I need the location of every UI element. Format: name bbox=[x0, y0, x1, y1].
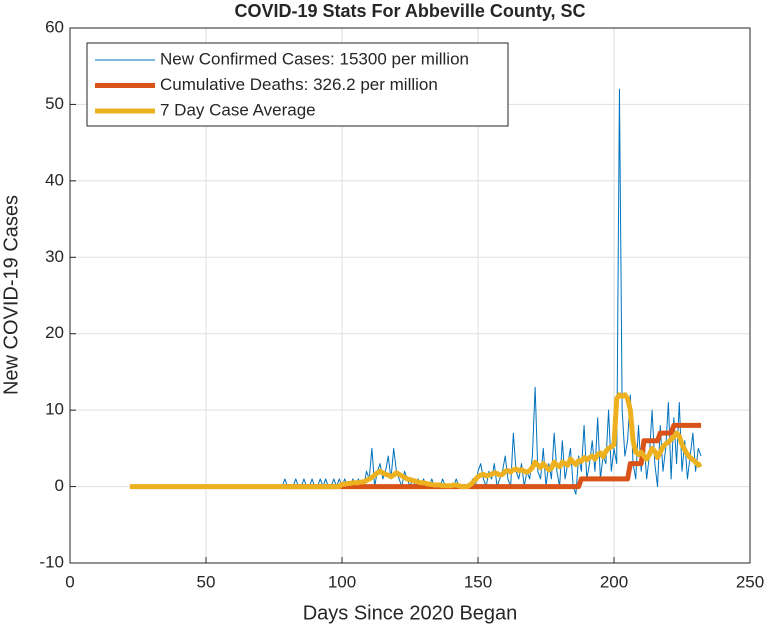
legend-label: New Confirmed Cases: 15300 per million bbox=[160, 49, 469, 68]
y-tick-label: 30 bbox=[45, 247, 64, 266]
y-tick-label: 60 bbox=[45, 17, 64, 36]
y-tick-label: 0 bbox=[55, 476, 64, 495]
y-tick-label: 40 bbox=[45, 170, 64, 189]
y-axis-label: New COVID-19 Cases bbox=[0, 195, 22, 395]
y-tick-label: 50 bbox=[45, 94, 64, 113]
x-tick-label: 50 bbox=[197, 572, 216, 591]
axes-box bbox=[69, 27, 751, 564]
legend-box bbox=[86, 42, 509, 127]
legend-label: 7 Day Case Average bbox=[160, 100, 316, 119]
x-axis-label: Days Since 2020 Began bbox=[303, 602, 518, 624]
x-tick-label: 0 bbox=[65, 572, 74, 591]
x-tick-label: 200 bbox=[600, 572, 628, 591]
chart-title: COVID-19 Stats For Abbeville County, SC bbox=[234, 1, 585, 21]
x-tick-label: 250 bbox=[736, 572, 764, 591]
y-tick-label: -10 bbox=[39, 552, 64, 571]
y-tick-label: 20 bbox=[45, 323, 64, 342]
y-tick-label: 10 bbox=[45, 400, 64, 419]
x-tick-label: 100 bbox=[328, 572, 356, 591]
x-tick-label: 150 bbox=[464, 572, 492, 591]
data-line bbox=[282, 422, 702, 490]
data-line bbox=[129, 392, 703, 490]
legend-label: Cumulative Deaths: 326.2 per million bbox=[160, 75, 438, 94]
